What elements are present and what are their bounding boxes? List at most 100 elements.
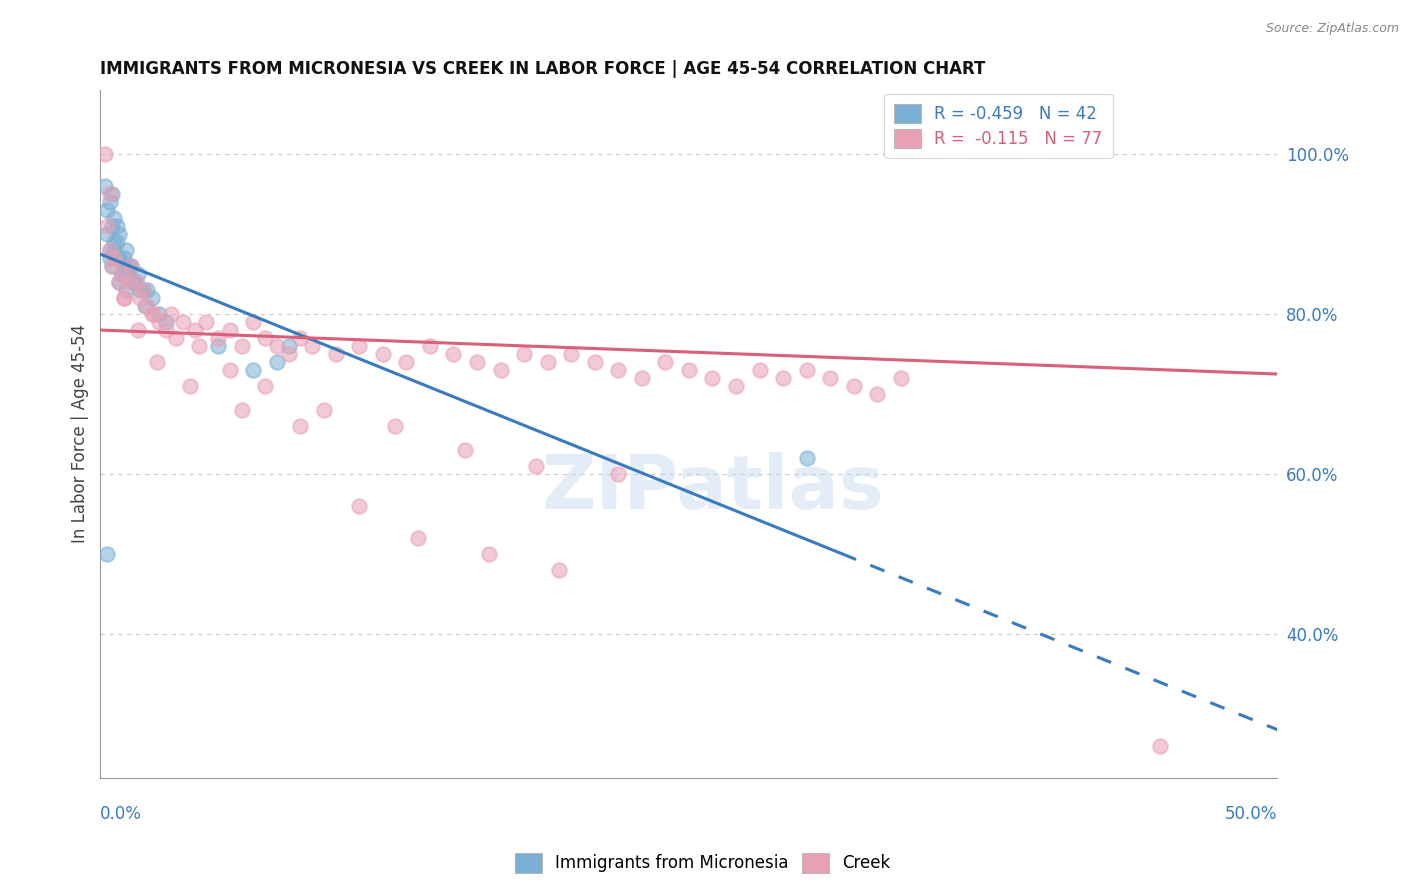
Point — [141, 307, 163, 321]
Point — [160, 307, 183, 321]
Point — [105, 219, 128, 234]
Point — [132, 283, 155, 297]
Point — [108, 275, 131, 289]
Point — [117, 259, 139, 273]
Point — [465, 355, 488, 369]
Point — [120, 259, 142, 273]
Point — [231, 339, 253, 353]
Point — [207, 331, 229, 345]
Point — [110, 267, 132, 281]
Point — [105, 235, 128, 249]
Point — [96, 203, 118, 218]
Point — [349, 499, 371, 513]
Point — [796, 363, 818, 377]
Point — [94, 179, 117, 194]
Point — [115, 243, 138, 257]
Point — [98, 251, 121, 265]
Point — [218, 363, 240, 377]
Point — [146, 355, 169, 369]
Point — [489, 363, 512, 377]
Point — [443, 347, 465, 361]
Point — [101, 259, 124, 273]
Point — [136, 283, 159, 297]
Point — [101, 219, 124, 234]
Point — [110, 267, 132, 281]
Point — [127, 267, 149, 281]
Point — [129, 283, 152, 297]
Point — [277, 347, 299, 361]
Point — [325, 347, 347, 361]
Point — [406, 531, 429, 545]
Point — [277, 339, 299, 353]
Point — [678, 363, 700, 377]
Point — [1149, 739, 1171, 753]
Point — [419, 339, 441, 353]
Point — [266, 355, 288, 369]
Point — [560, 347, 582, 361]
Point — [312, 403, 335, 417]
Text: 50.0%: 50.0% — [1225, 805, 1278, 823]
Point — [395, 355, 418, 369]
Point — [98, 195, 121, 210]
Point — [242, 363, 264, 377]
Point — [115, 283, 138, 297]
Point — [254, 379, 277, 393]
Point — [141, 291, 163, 305]
Point — [349, 339, 371, 353]
Point — [155, 315, 177, 329]
Point — [195, 315, 218, 329]
Point — [513, 347, 536, 361]
Point — [478, 547, 501, 561]
Point — [98, 243, 121, 257]
Point — [524, 458, 547, 473]
Point — [136, 299, 159, 313]
Text: IMMIGRANTS FROM MICRONESIA VS CREEK IN LABOR FORCE | AGE 45-54 CORRELATION CHART: IMMIGRANTS FROM MICRONESIA VS CREEK IN L… — [100, 60, 986, 78]
Point — [96, 547, 118, 561]
Point — [218, 323, 240, 337]
Point — [371, 347, 394, 361]
Point — [148, 307, 170, 321]
Point — [254, 331, 277, 345]
Point — [108, 227, 131, 241]
Point — [112, 251, 135, 265]
Point — [98, 243, 121, 257]
Point — [188, 339, 211, 353]
Point — [890, 371, 912, 385]
Point — [122, 275, 145, 289]
Point — [108, 275, 131, 289]
Point — [172, 315, 194, 329]
Text: Source: ZipAtlas.com: Source: ZipAtlas.com — [1265, 22, 1399, 36]
Point — [607, 363, 630, 377]
Point — [748, 363, 770, 377]
Point — [112, 291, 135, 305]
Point — [301, 339, 323, 353]
Point — [155, 323, 177, 337]
Text: ZIPatlas: ZIPatlas — [541, 452, 884, 525]
Point — [818, 371, 841, 385]
Point — [207, 339, 229, 353]
Point — [290, 331, 312, 345]
Point — [134, 299, 156, 313]
Point — [98, 187, 121, 202]
Point — [110, 267, 132, 281]
Point — [117, 275, 139, 289]
Point — [607, 467, 630, 481]
Point — [702, 371, 724, 385]
Point — [384, 419, 406, 434]
Point — [724, 379, 747, 393]
Point — [772, 371, 794, 385]
Point — [96, 219, 118, 234]
Point — [117, 267, 139, 281]
Point — [165, 331, 187, 345]
Point — [454, 442, 477, 457]
Point — [96, 227, 118, 241]
Point — [866, 387, 889, 401]
Y-axis label: In Labor Force | Age 45-54: In Labor Force | Age 45-54 — [72, 325, 89, 543]
Legend: Immigrants from Micronesia, Creek: Immigrants from Micronesia, Creek — [509, 847, 897, 880]
Point — [179, 379, 201, 393]
Point — [103, 243, 125, 257]
Point — [583, 355, 606, 369]
Point — [94, 147, 117, 161]
Point — [129, 291, 152, 305]
Point — [266, 339, 288, 353]
